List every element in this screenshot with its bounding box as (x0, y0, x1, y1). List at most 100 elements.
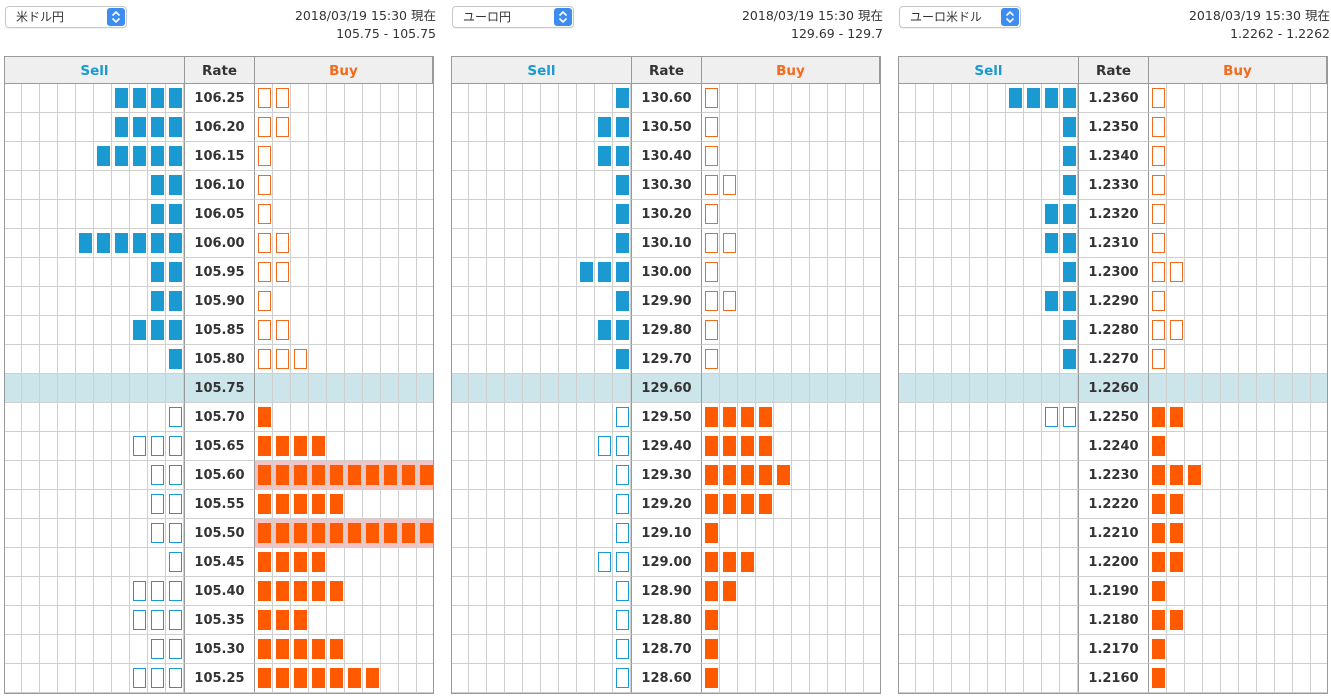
sell-cell (40, 84, 58, 113)
sell-cell (130, 287, 148, 316)
buy-cell (1167, 142, 1185, 171)
sell-order-block (1063, 233, 1076, 253)
buy-cell (864, 664, 881, 693)
buy-cell (291, 664, 309, 693)
sell-cell (523, 461, 541, 490)
buy-cell (309, 287, 327, 316)
buy-cell (1311, 461, 1328, 490)
sell-cell (988, 519, 1006, 548)
sell-cell (898, 635, 916, 664)
sell-cell (934, 374, 952, 403)
sell-order-block (580, 262, 593, 282)
sell-order-block (1045, 407, 1058, 427)
sell-cell (970, 432, 988, 461)
buy-cell (774, 519, 792, 548)
buy-cell (273, 577, 291, 606)
sell-cell (934, 432, 952, 461)
buy-order-block (705, 291, 718, 311)
sell-cell (988, 461, 1006, 490)
rate-row: 1.2180 (898, 606, 1328, 635)
buy-cell (381, 287, 399, 316)
sell-cell (505, 548, 523, 577)
sell-order-block (151, 320, 164, 340)
sell-cell (451, 606, 469, 635)
buy-order-block (1152, 233, 1165, 253)
buy-cell (1239, 490, 1257, 519)
sell-cell (595, 258, 613, 287)
rate-row: 129.80 (451, 316, 881, 345)
sell-cell (148, 403, 166, 432)
buy-cell (1221, 229, 1239, 258)
sell-cell (970, 403, 988, 432)
buy-cell (756, 171, 774, 200)
rate-row: 105.60 (4, 461, 434, 490)
buy-cell (828, 142, 846, 171)
buy-cell (345, 84, 363, 113)
buy-cell (1293, 258, 1311, 287)
buy-order-block (276, 639, 289, 659)
buy-cell (273, 258, 291, 287)
sell-cell (130, 200, 148, 229)
sell-cell (613, 664, 631, 693)
sell-cell (130, 461, 148, 490)
sell-cell (76, 519, 94, 548)
select-arrows-icon[interactable] (1001, 8, 1019, 26)
buy-cell (363, 374, 381, 403)
sell-cell (166, 142, 184, 171)
buy-cell (255, 113, 273, 142)
rate-value: 1.2200 (1078, 548, 1149, 577)
sell-cell (76, 171, 94, 200)
buy-cell (1239, 142, 1257, 171)
rate-value: 1.2260 (1078, 374, 1149, 403)
buy-cell (417, 403, 434, 432)
sell-cell (916, 403, 934, 432)
sell-cell (76, 461, 94, 490)
select-arrows-icon[interactable] (107, 8, 125, 26)
order-book-panel: 米ドル円 2018/03/19 15:30 現在 105.75 - 105.75 Se… (4, 0, 436, 697)
rate-value: 1.2310 (1078, 229, 1149, 258)
buy-cell (1185, 171, 1203, 200)
sell-cell (1024, 84, 1042, 113)
rate-value: 1.2230 (1078, 461, 1149, 490)
buy-cell (327, 229, 345, 258)
sell-cell (22, 229, 40, 258)
currency-pair-select[interactable]: 米ドル円 (5, 6, 127, 28)
buy-order-block (258, 146, 271, 166)
sell-cell (166, 171, 184, 200)
rate-row: 130.50 (451, 113, 881, 142)
sell-cell (487, 316, 505, 345)
buy-cell (720, 113, 738, 142)
buy-cell (1311, 635, 1328, 664)
currency-pair-select[interactable]: ユーロ米ドル (899, 6, 1021, 28)
buy-cell (828, 577, 846, 606)
sell-cell (130, 316, 148, 345)
buy-cell (1185, 403, 1203, 432)
currency-pair-select[interactable]: ユーロ円 (452, 6, 574, 28)
rate-row: 1.2200 (898, 548, 1328, 577)
sell-order-block (616, 349, 629, 369)
buy-cell (417, 606, 434, 635)
sell-cell (988, 374, 1006, 403)
sell-cell (934, 258, 952, 287)
sell-cell (970, 490, 988, 519)
sell-cell (595, 316, 613, 345)
buy-cell (399, 548, 417, 577)
sell-order-block (133, 668, 146, 688)
buy-cell (774, 635, 792, 664)
buy-cell (1185, 316, 1203, 345)
sell-cell (130, 403, 148, 432)
sell-order-block (169, 494, 182, 514)
buy-cell (810, 606, 828, 635)
buy-cell (738, 200, 756, 229)
buy-cell (792, 374, 810, 403)
sell-cell (1024, 403, 1042, 432)
buy-order-block (276, 552, 289, 572)
sell-cell (22, 519, 40, 548)
buy-cell (399, 258, 417, 287)
sell-cell (559, 490, 577, 519)
select-arrows-icon[interactable] (554, 8, 572, 26)
sell-cell (613, 461, 631, 490)
buy-cell (399, 200, 417, 229)
sell-cell (988, 403, 1006, 432)
sell-cell (1060, 664, 1078, 693)
